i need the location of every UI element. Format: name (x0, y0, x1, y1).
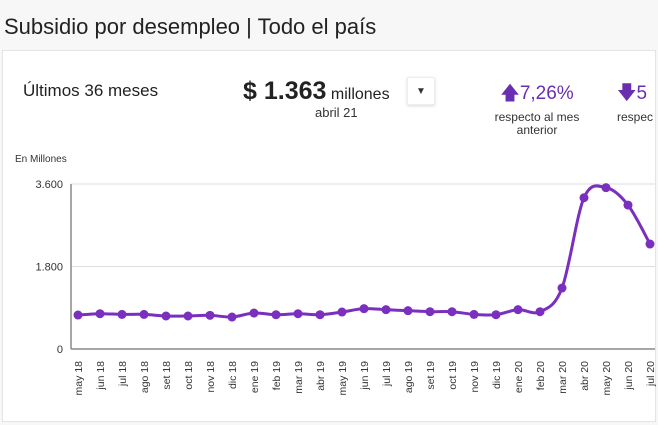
x-tick-label: jun 19 (359, 361, 371, 391)
x-tick-label: abr 19 (315, 361, 327, 391)
data-point (337, 307, 347, 317)
stat-caption: anterior (516, 123, 558, 137)
stat-caption: respecto al mes (494, 110, 580, 124)
stat-monthly-change: 🡅7,26% respecto al mes anterior (477, 79, 597, 137)
x-tick-label: ene 19 (249, 361, 261, 393)
x-tick-label: feb 20 (535, 361, 547, 390)
amount-unit: millones (330, 86, 390, 103)
amount-value: $ 1.363 (243, 77, 327, 105)
data-point (73, 310, 83, 320)
x-tick-label: dic 19 (491, 361, 503, 389)
data-point (227, 312, 237, 322)
month-dropdown-button[interactable]: ▼ (407, 77, 435, 105)
data-point (139, 309, 149, 319)
data-point (579, 193, 589, 203)
current-amount: $ 1.363 millones abril 21 (243, 77, 390, 120)
x-tick-label: nov 19 (469, 361, 481, 393)
data-point (117, 309, 127, 319)
data-point (491, 310, 501, 320)
data-point (469, 309, 479, 319)
x-tick-label: oct 19 (447, 361, 459, 390)
stat-caption: respec (617, 110, 654, 124)
data-point (359, 304, 369, 314)
data-point (623, 200, 633, 210)
data-point (513, 305, 523, 315)
data-point (601, 183, 611, 193)
data-point (205, 310, 215, 320)
data-point (535, 307, 545, 317)
stat-value: 5 (636, 83, 648, 104)
y-tick-label: 3.600 (35, 179, 63, 191)
page-title: Subsidio por desempleo | Todo el país (4, 14, 377, 39)
data-point (249, 308, 259, 318)
data-point (293, 309, 303, 319)
x-tick-label: abr 20 (579, 361, 591, 391)
data-point (425, 307, 435, 317)
data-point (447, 307, 457, 317)
data-point (403, 306, 413, 316)
x-tick-label: feb 19 (271, 361, 283, 390)
x-tick-label: jul 18 (117, 361, 129, 387)
caret-down-icon: ▼ (416, 85, 426, 97)
series-line (77, 184, 652, 319)
data-point (183, 311, 193, 321)
x-tick-label: oct 18 (183, 361, 195, 390)
amount-date: abril 21 (315, 105, 358, 120)
arrow-down-icon: 🡇 (617, 83, 637, 104)
data-point (315, 310, 325, 320)
data-point (557, 283, 567, 293)
x-tick-label: jul 20 (645, 361, 657, 387)
y-tick-label: 0 (57, 344, 63, 356)
data-point (95, 309, 105, 319)
x-tick-label: ago 18 (139, 361, 151, 393)
arrow-up-icon: 🡅 (500, 83, 520, 104)
x-tick-label: set 18 (161, 361, 173, 390)
x-tick-label: ago 19 (403, 361, 415, 393)
data-point (645, 239, 655, 249)
x-tick-label: may 20 (601, 361, 613, 396)
x-tick-label: dic 18 (227, 361, 239, 389)
x-tick-label: mar 19 (293, 361, 305, 394)
x-tick-label: ene 20 (513, 361, 525, 393)
data-point (381, 305, 391, 315)
x-tick-label: jun 18 (95, 361, 107, 391)
chart-card: Últimos 36 meses $ 1.363 millones abril … (2, 50, 656, 422)
y-tick-label: 1.800 (35, 262, 63, 274)
data-point (271, 310, 281, 320)
data-point (161, 311, 171, 321)
stat-value: 7,26% (519, 83, 574, 104)
y-axis-label: En Millones (15, 154, 67, 165)
x-tick-label: mar 20 (557, 361, 569, 394)
x-tick-label: nov 18 (205, 361, 217, 393)
x-tick-label: jun 20 (623, 361, 635, 391)
x-tick-label: may 19 (337, 361, 349, 396)
period-label: Últimos 36 meses (23, 81, 159, 100)
x-tick-label: may 18 (73, 361, 85, 396)
stat-yearly-change: 🡇5 respec (617, 79, 655, 124)
x-tick-label: set 19 (425, 361, 437, 390)
x-tick-label: jul 19 (381, 361, 393, 387)
